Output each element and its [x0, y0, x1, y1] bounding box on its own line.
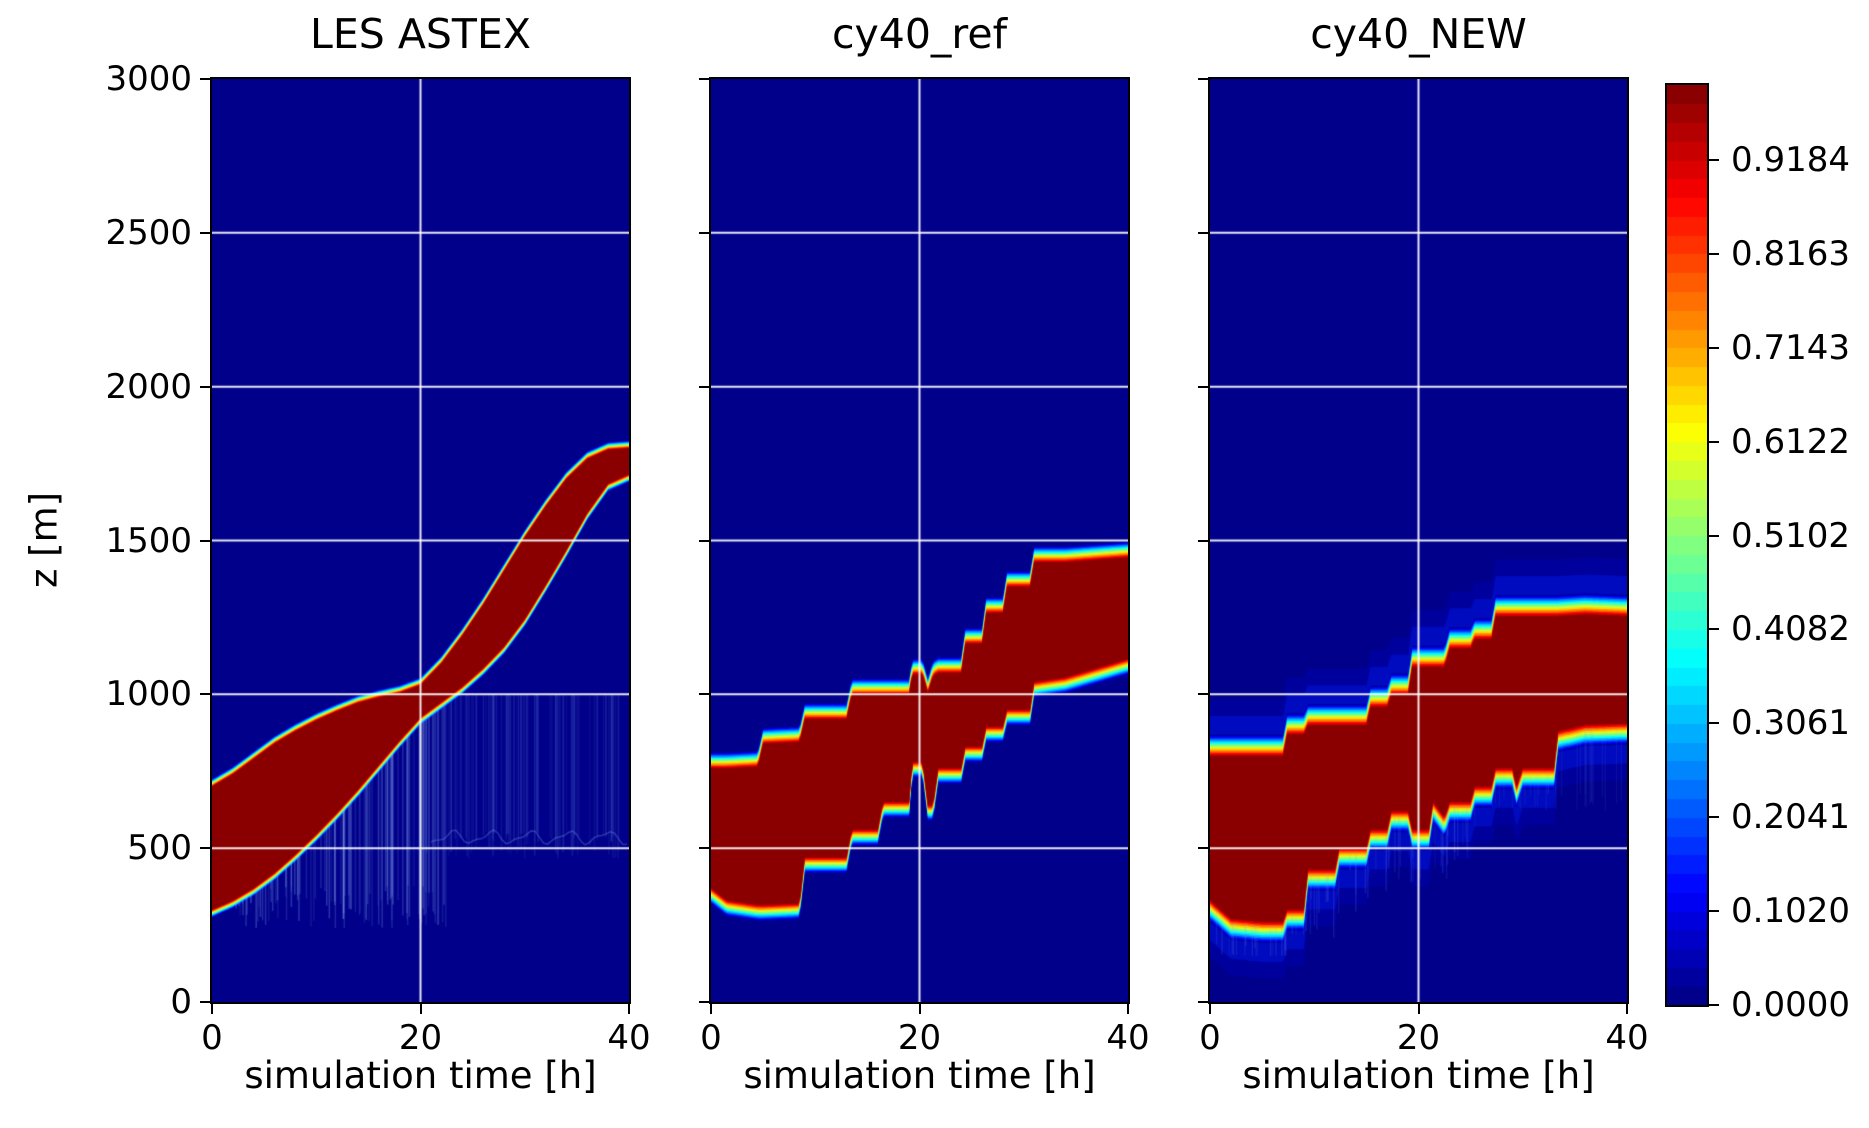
x-axis-label: simulation time [h]	[743, 1054, 1096, 1097]
x-axis-label: simulation time [h]	[244, 1054, 597, 1097]
y-tick-label: 1000	[105, 674, 192, 715]
colorbar-tick-mark	[1709, 816, 1719, 819]
colorbar-tick-mark	[1709, 1004, 1719, 1006]
y-tick-label: 500	[127, 828, 192, 869]
y-tick-mark	[699, 1001, 709, 1003]
y-tick-label: 3000	[105, 59, 192, 99]
colorbar-tick-label: 0.7143	[1731, 327, 1850, 368]
x-tick-label: 40	[1106, 1018, 1150, 1058]
x-tick-label: 20	[1396, 1018, 1441, 1058]
x-tick-label: 0	[1199, 1018, 1221, 1058]
x-tick-label: 20	[897, 1018, 942, 1058]
colorbar-tick-label: 0.0000	[1731, 985, 1850, 1025]
plot-area-cy40-ref	[709, 77, 1130, 1004]
y-tick-mark	[699, 78, 709, 80]
y-tick-mark	[200, 847, 210, 850]
panel-title: cy40_ref	[831, 10, 1008, 58]
x-tick-mark	[1209, 1004, 1211, 1014]
y-tick-label: 0	[170, 982, 192, 1022]
x-tick-label: 40	[607, 1018, 651, 1058]
y-tick-label: 2000	[105, 366, 192, 407]
y-tick-mark	[200, 539, 210, 542]
x-tick-label: 0	[700, 1018, 722, 1058]
colorbar-tick-mark	[1709, 722, 1719, 725]
colorbar-tick-label: 0.5102	[1731, 515, 1850, 556]
y-tick-label: 1500	[105, 520, 192, 561]
y-tick-mark	[200, 1001, 210, 1003]
panel-title: LES ASTEX	[310, 10, 531, 58]
y-tick-mark	[200, 231, 210, 234]
x-tick-mark	[211, 1004, 213, 1014]
y-tick-mark	[699, 231, 709, 234]
x-tick-label: 0	[201, 1018, 223, 1058]
colorbar-tick-label: 0.2041	[1731, 797, 1850, 838]
y-tick-mark	[1198, 231, 1208, 234]
colorbar-tick-mark	[1709, 346, 1719, 349]
y-tick-mark	[1198, 847, 1208, 850]
colorbar-tick-mark	[1709, 159, 1719, 162]
x-tick-mark	[918, 1004, 921, 1014]
y-tick-mark	[699, 693, 709, 696]
y-tick-mark	[200, 693, 210, 696]
y-tick-mark	[699, 385, 709, 388]
x-tick-mark	[1127, 1004, 1129, 1014]
panel-title: cy40_NEW	[1310, 10, 1527, 58]
colorbar-tick-mark	[1709, 534, 1719, 537]
y-tick-mark	[699, 847, 709, 850]
y-tick-mark	[1198, 385, 1208, 388]
y-tick-mark	[1198, 693, 1208, 696]
panel-canvas-0	[212, 79, 629, 1002]
x-tick-mark	[710, 1004, 712, 1014]
y-tick-label: 2500	[105, 212, 192, 253]
y-tick-mark	[1198, 78, 1208, 80]
colorbar-canvas	[1667, 85, 1707, 1005]
panel-canvas-2	[1210, 79, 1627, 1002]
colorbar-tick-mark	[1709, 910, 1719, 913]
x-axis-label: simulation time [h]	[1242, 1054, 1595, 1097]
colorbar-tick-label: 0.1020	[1731, 891, 1850, 932]
plot-area-les-astex	[210, 77, 631, 1004]
y-tick-mark	[699, 539, 709, 542]
plot-area-cy40-new	[1208, 77, 1629, 1004]
colorbar-tick-mark	[1709, 440, 1719, 443]
x-tick-mark	[1626, 1004, 1628, 1014]
colorbar-tick-label: 0.4082	[1731, 609, 1850, 650]
x-tick-mark	[1417, 1004, 1420, 1014]
colorbar-tick-mark	[1709, 253, 1719, 255]
colorbar-tick-mark	[1709, 628, 1719, 631]
colorbar-tick-label: 0.8163	[1731, 234, 1850, 274]
x-tick-mark	[419, 1004, 422, 1014]
y-tick-mark	[200, 78, 210, 80]
y-tick-mark	[1198, 1001, 1208, 1003]
panel-canvas-1	[711, 79, 1128, 1002]
colorbar-tick-label: 0.9184	[1731, 140, 1850, 181]
x-tick-label: 20	[398, 1018, 443, 1058]
colorbar-tick-label: 0.6122	[1731, 421, 1850, 462]
y-tick-mark	[1198, 539, 1208, 542]
colorbar	[1665, 83, 1709, 1007]
x-tick-mark	[628, 1004, 630, 1014]
y-tick-mark	[200, 385, 210, 388]
x-tick-label: 40	[1605, 1018, 1649, 1058]
colorbar-tick-label: 0.3061	[1731, 703, 1850, 744]
